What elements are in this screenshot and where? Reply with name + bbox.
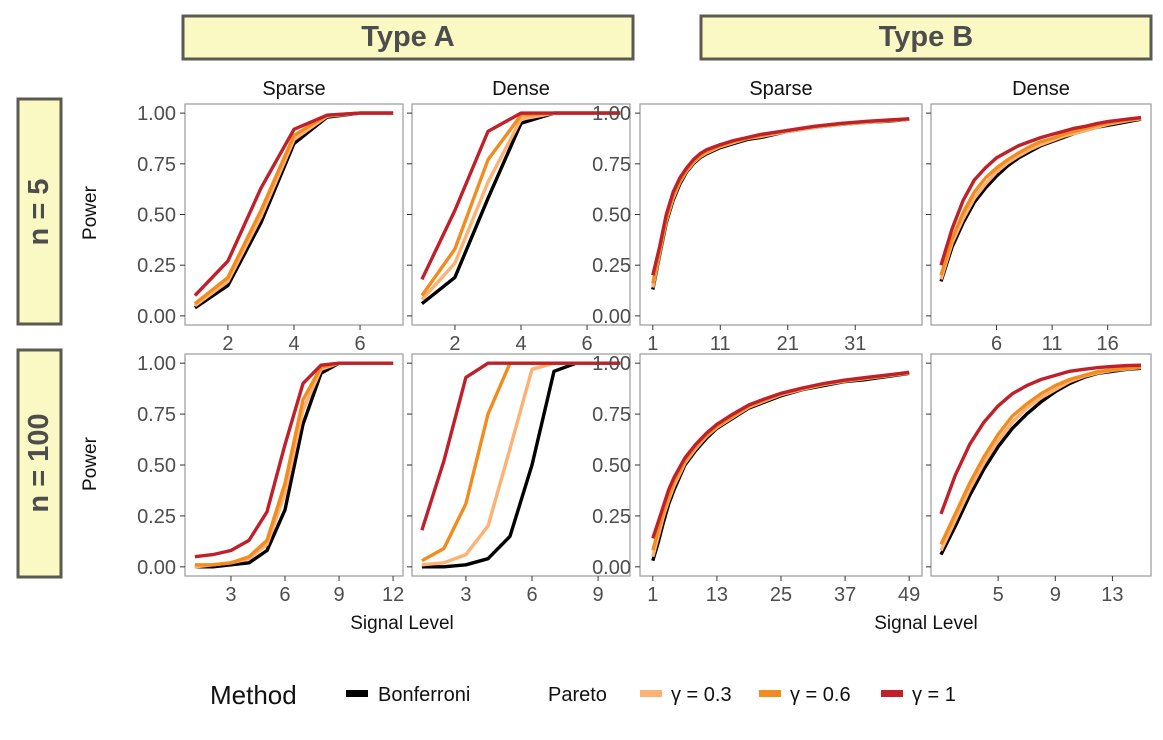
x-tick-label: 3 — [225, 584, 236, 606]
panel-n100-type-a-dense: 3 6 9 — [407, 353, 631, 606]
x-tick-label: 6 — [526, 584, 537, 606]
panel-n5-type-b-dense: Dense 6 11 16 — [926, 78, 1152, 355]
x-tick-label: 9 — [333, 584, 344, 606]
y-tick-label: 0.25 — [592, 255, 631, 277]
y-tick-label: 0.00 — [592, 306, 631, 328]
y-tick-label: 0.50 — [137, 455, 176, 477]
legend-swatch-g03 — [640, 690, 662, 697]
strip-row-n5: n = 5 — [16, 97, 63, 326]
strip-n100-label: n = 100 — [23, 413, 55, 512]
legend-label-pareto: Pareto — [548, 684, 607, 706]
panel-frame — [411, 103, 631, 326]
x-tick-label: 13 — [1101, 584, 1123, 606]
y-tick-label: 1.00 — [137, 103, 176, 125]
y-tick-label: 1.00 — [592, 103, 631, 125]
y-tick-label: 0.75 — [592, 154, 631, 176]
series-line--1 — [420, 361, 621, 531]
x-tick-label: 25 — [770, 584, 792, 606]
series-line--1 — [651, 370, 910, 539]
x-tick-label: 6 — [581, 333, 592, 355]
legend-label-g03: γ = 0.3 — [671, 684, 732, 706]
x-tick-label: 2 — [449, 333, 460, 355]
legend-swatch-g1 — [881, 690, 903, 697]
panel-frame — [639, 103, 923, 326]
x-tick-label: 6 — [991, 333, 1002, 355]
y-tick-label: 0.75 — [592, 404, 631, 426]
y-tick-label: 1.00 — [137, 353, 176, 375]
series-line--1 — [651, 117, 910, 276]
x-tick-label: 1 — [647, 584, 658, 606]
y-tick-label: 0.00 — [137, 557, 176, 579]
x-tick-label: 3 — [460, 584, 471, 606]
x-tick-label: 21 — [777, 333, 799, 355]
series-line--1 — [194, 361, 394, 559]
x-axis-title-type-b: Signal Level — [874, 613, 978, 634]
x-tick-label: 12 — [382, 584, 404, 606]
x-tick-label: 1 — [647, 333, 658, 355]
legend-swatch-g06 — [759, 690, 781, 697]
panel-n100-type-a-sparse: 0.00 0.25 0.50 0.75 1.00 3 6 9 12 — [137, 353, 404, 606]
x-tick-label: 49 — [898, 584, 920, 606]
y-tick-label: 0.75 — [137, 404, 176, 426]
panel-n5-type-a-sparse: Sparse 0.00 0.25 0.50 0.75 1.00 2 4 6 — [137, 78, 404, 355]
strip-row-n100: n = 100 — [16, 348, 63, 579]
facet-title: Sparse — [262, 78, 325, 100]
y-tick-label: 1.00 — [592, 353, 631, 375]
x-tick-label: 2 — [222, 333, 233, 355]
series-line--0-6 — [939, 365, 1142, 546]
y-tick-label: 0.50 — [137, 205, 176, 227]
strip-type-a: Type A — [181, 14, 635, 61]
series-line--1 — [420, 111, 621, 281]
x-tick-label: 6 — [279, 584, 290, 606]
legend-label-g06: γ = 0.6 — [790, 684, 851, 706]
strip-type-b-label: Type B — [879, 21, 974, 53]
y-axis-title-bottom: Power — [80, 436, 101, 491]
y-tick-label: 0.25 — [137, 255, 176, 277]
facet-title: Sparse — [749, 78, 812, 100]
y-tick-label: 0.50 — [592, 455, 631, 477]
series-line--1 — [193, 111, 394, 297]
x-tick-label: 13 — [706, 584, 728, 606]
x-tick-label: 4 — [288, 333, 299, 355]
y-tick-label: 0.25 — [592, 506, 631, 528]
series-line--1 — [939, 363, 1142, 515]
facet-title: Dense — [492, 78, 550, 100]
y-tick-label: 0.75 — [137, 154, 176, 176]
panel-frame — [930, 353, 1152, 577]
strip-n5-label: n = 5 — [23, 179, 55, 246]
x-tick-label: 11 — [1042, 333, 1063, 355]
y-tick-label: 0.00 — [137, 306, 176, 328]
x-tick-label: 11 — [710, 333, 731, 355]
x-tick-label: 16 — [1097, 333, 1119, 355]
y-tick-label: 0.00 — [592, 557, 631, 579]
panel-n100-type-b-dense: 5 9 13 — [926, 353, 1152, 606]
x-tick-label: 6 — [354, 333, 365, 355]
strip-type-b: Type B — [699, 14, 1153, 61]
x-tick-label: 9 — [593, 584, 604, 606]
x-tick-label: 31 — [844, 333, 866, 355]
series-line--1 — [939, 115, 1142, 266]
strip-type-a-label: Type A — [361, 21, 455, 53]
x-tick-label: 4 — [515, 333, 526, 355]
legend-title: Method — [210, 680, 297, 710]
legend-label-g1: γ = 1 — [912, 684, 956, 706]
y-tick-label: 0.50 — [592, 205, 631, 227]
x-tick-label: 9 — [1050, 584, 1061, 606]
y-tick-label: 0.25 — [137, 506, 176, 528]
legend-label-bonferroni: Bonferroni — [378, 684, 470, 706]
y-axis-title-top: Power — [80, 185, 101, 240]
facet-title: Dense — [1012, 78, 1070, 100]
panel-n5-type-a-dense: Dense 2 4 6 — [407, 78, 631, 355]
legend: Method Bonferroni Pareto γ = 0.3 γ = 0.6… — [210, 680, 956, 710]
x-tick-label: 37 — [834, 584, 856, 606]
x-axis-title-type-a: Signal Level — [350, 613, 454, 634]
legend-swatch-bonferroni — [346, 690, 368, 697]
x-tick-label: 5 — [993, 584, 1004, 606]
panel-n100-type-b-sparse: 0.00 0.25 0.50 0.75 1.00 1 13 25 37 49 — [592, 353, 923, 606]
